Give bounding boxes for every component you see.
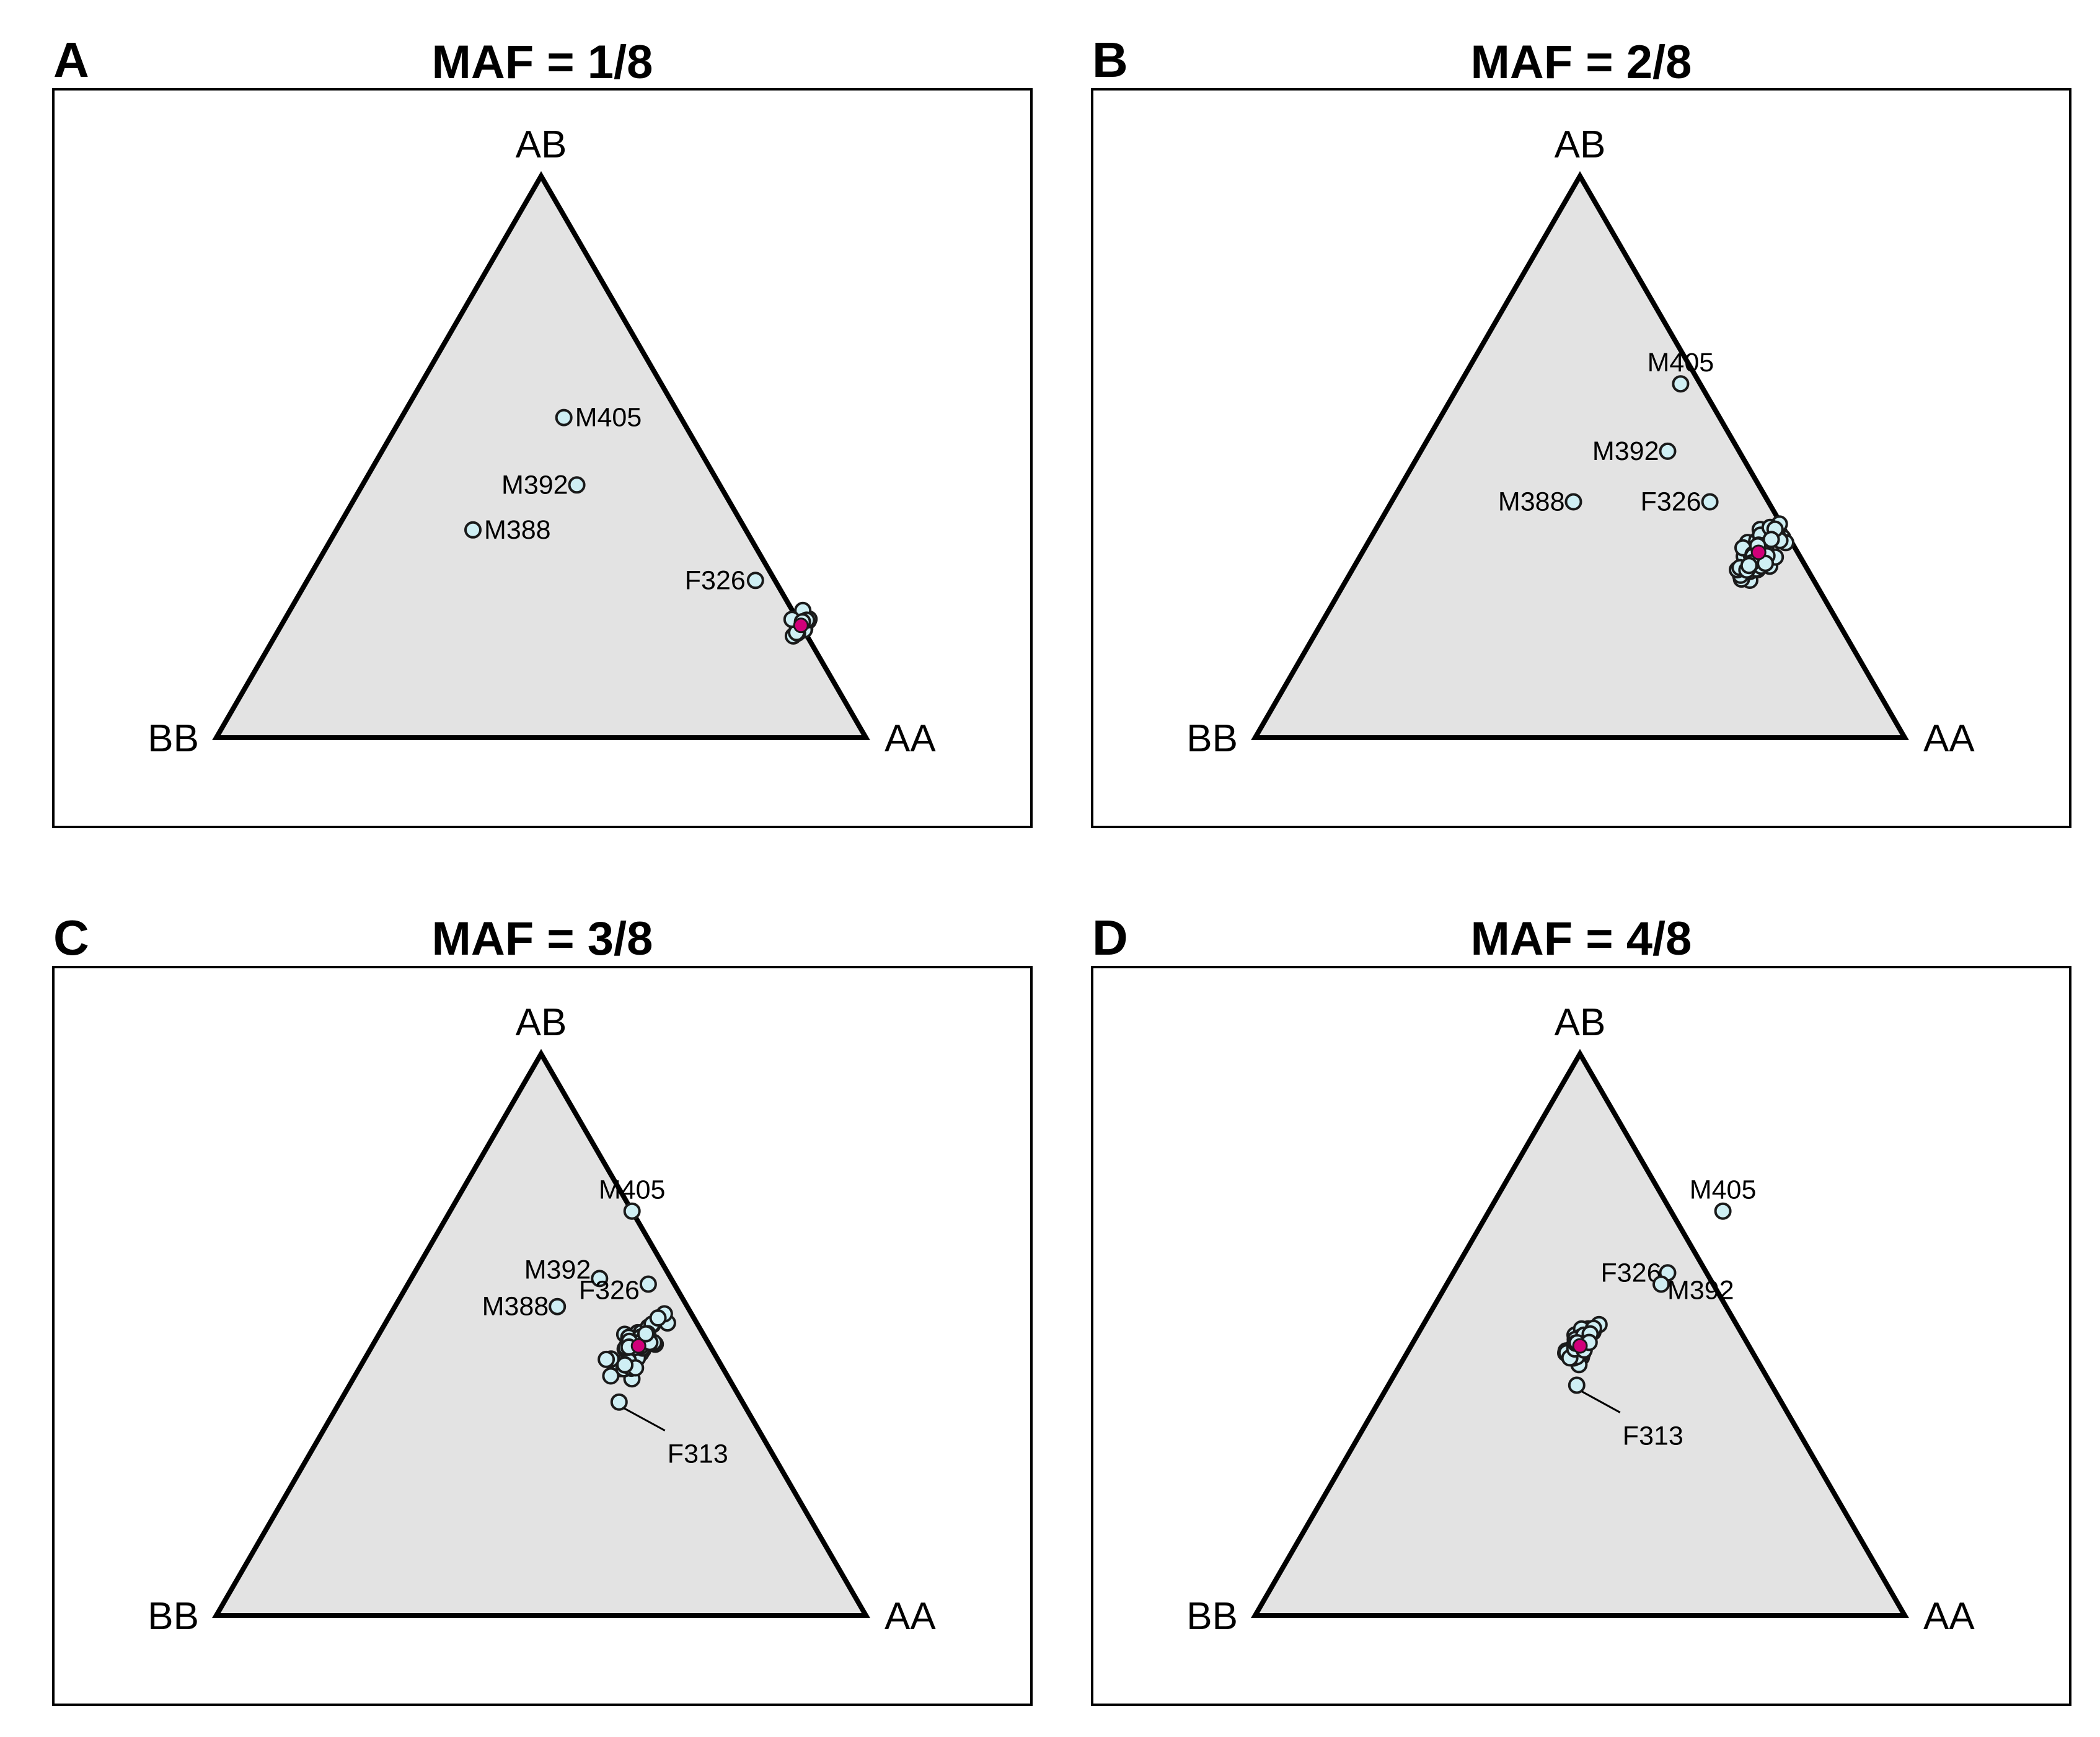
point-label-m388: M388 <box>484 515 551 545</box>
cluster-point <box>598 1350 615 1368</box>
point-label-f313: F313 <box>1623 1421 1683 1451</box>
cluster-point <box>649 1309 667 1327</box>
cluster-point <box>1762 531 1780 549</box>
mean-point <box>630 1338 646 1354</box>
panel-title: MAF = 2/8 <box>1471 36 1692 89</box>
panel-letter: A <box>53 32 89 87</box>
point-label-m388: M388 <box>1498 487 1565 517</box>
ternary-triangle <box>212 171 870 740</box>
mean-point <box>1572 1338 1588 1354</box>
point-f326 <box>639 1275 657 1293</box>
point-label-m392: M392 <box>1592 436 1659 466</box>
point-m392 <box>591 1270 609 1288</box>
point-m388 <box>464 521 482 539</box>
point-m405 <box>1714 1202 1732 1220</box>
vertex-label-right: AA <box>885 717 936 760</box>
cluster-point <box>637 1325 655 1343</box>
panel-b: B MAF = 2/8 AB BB AA M405 M392 M388 F326 <box>1091 32 2071 828</box>
vertex-label-right: AA <box>1923 1595 1975 1638</box>
panel-title: MAF = 1/8 <box>432 36 653 89</box>
point-label-m405: M405 <box>575 403 642 433</box>
vertex-label-left: BB <box>148 1595 199 1638</box>
panel-a: A MAF = 1/8 AB BB AA M405 M392 M388 F326 <box>52 32 1033 828</box>
point-label-f326: F326 <box>685 565 746 595</box>
point-m388 <box>549 1297 567 1315</box>
label-leader-line <box>1581 1390 1621 1413</box>
point-label-m392: M392 <box>501 470 568 500</box>
point-f313 <box>1568 1376 1586 1394</box>
mean-point <box>793 617 809 634</box>
point-m388 <box>1564 493 1582 511</box>
point-label-f326: F326 <box>1641 487 1701 517</box>
panel-letter: D <box>1092 910 1128 965</box>
point-m392 <box>1659 442 1677 460</box>
vertex-label-top: AB <box>1555 123 1606 166</box>
vertex-label-left: BB <box>148 717 199 760</box>
point-label-m405: M405 <box>1690 1175 1757 1205</box>
vertex-label-right: AA <box>885 1595 936 1638</box>
point-m392 <box>1652 1275 1670 1293</box>
label-leader-line <box>624 1407 666 1432</box>
point-label-m405: M405 <box>1648 348 1714 378</box>
vertex-label-left: BB <box>1186 717 1238 760</box>
point-f313 <box>610 1393 628 1411</box>
point-label-m392: M392 <box>524 1255 591 1284</box>
vertex-label-top: AB <box>516 1001 567 1044</box>
vertex-label-top: AB <box>1555 1001 1606 1044</box>
vertex-label-top: AB <box>516 123 567 166</box>
mean-point <box>1750 544 1767 560</box>
vertex-label-left: BB <box>1186 1595 1238 1638</box>
point-f326 <box>1701 493 1719 511</box>
point-label-f326: F326 <box>579 1276 640 1306</box>
point-label-f313: F313 <box>668 1439 728 1469</box>
cluster-point <box>1740 557 1758 575</box>
point-m405 <box>555 409 573 427</box>
point-f326 <box>746 572 764 590</box>
point-m405 <box>1672 375 1690 393</box>
point-label-m405: M405 <box>599 1175 666 1205</box>
vertex-label-right: AA <box>1923 717 1975 760</box>
ternary-triangle <box>212 1049 870 1618</box>
ternary-triangle <box>1251 171 1909 740</box>
panel-letter: C <box>53 910 89 965</box>
point-label-m388: M388 <box>482 1292 549 1322</box>
point-label-m392: M392 <box>1667 1276 1734 1306</box>
cluster-point <box>616 1356 634 1374</box>
panel-title: MAF = 3/8 <box>432 913 653 965</box>
point-m392 <box>568 476 586 494</box>
cluster-point <box>602 1367 620 1385</box>
point-m405 <box>623 1202 641 1220</box>
point-label-f326: F326 <box>1600 1258 1661 1288</box>
panel-letter: B <box>1092 32 1128 87</box>
panel-title: MAF = 4/8 <box>1471 913 1692 965</box>
